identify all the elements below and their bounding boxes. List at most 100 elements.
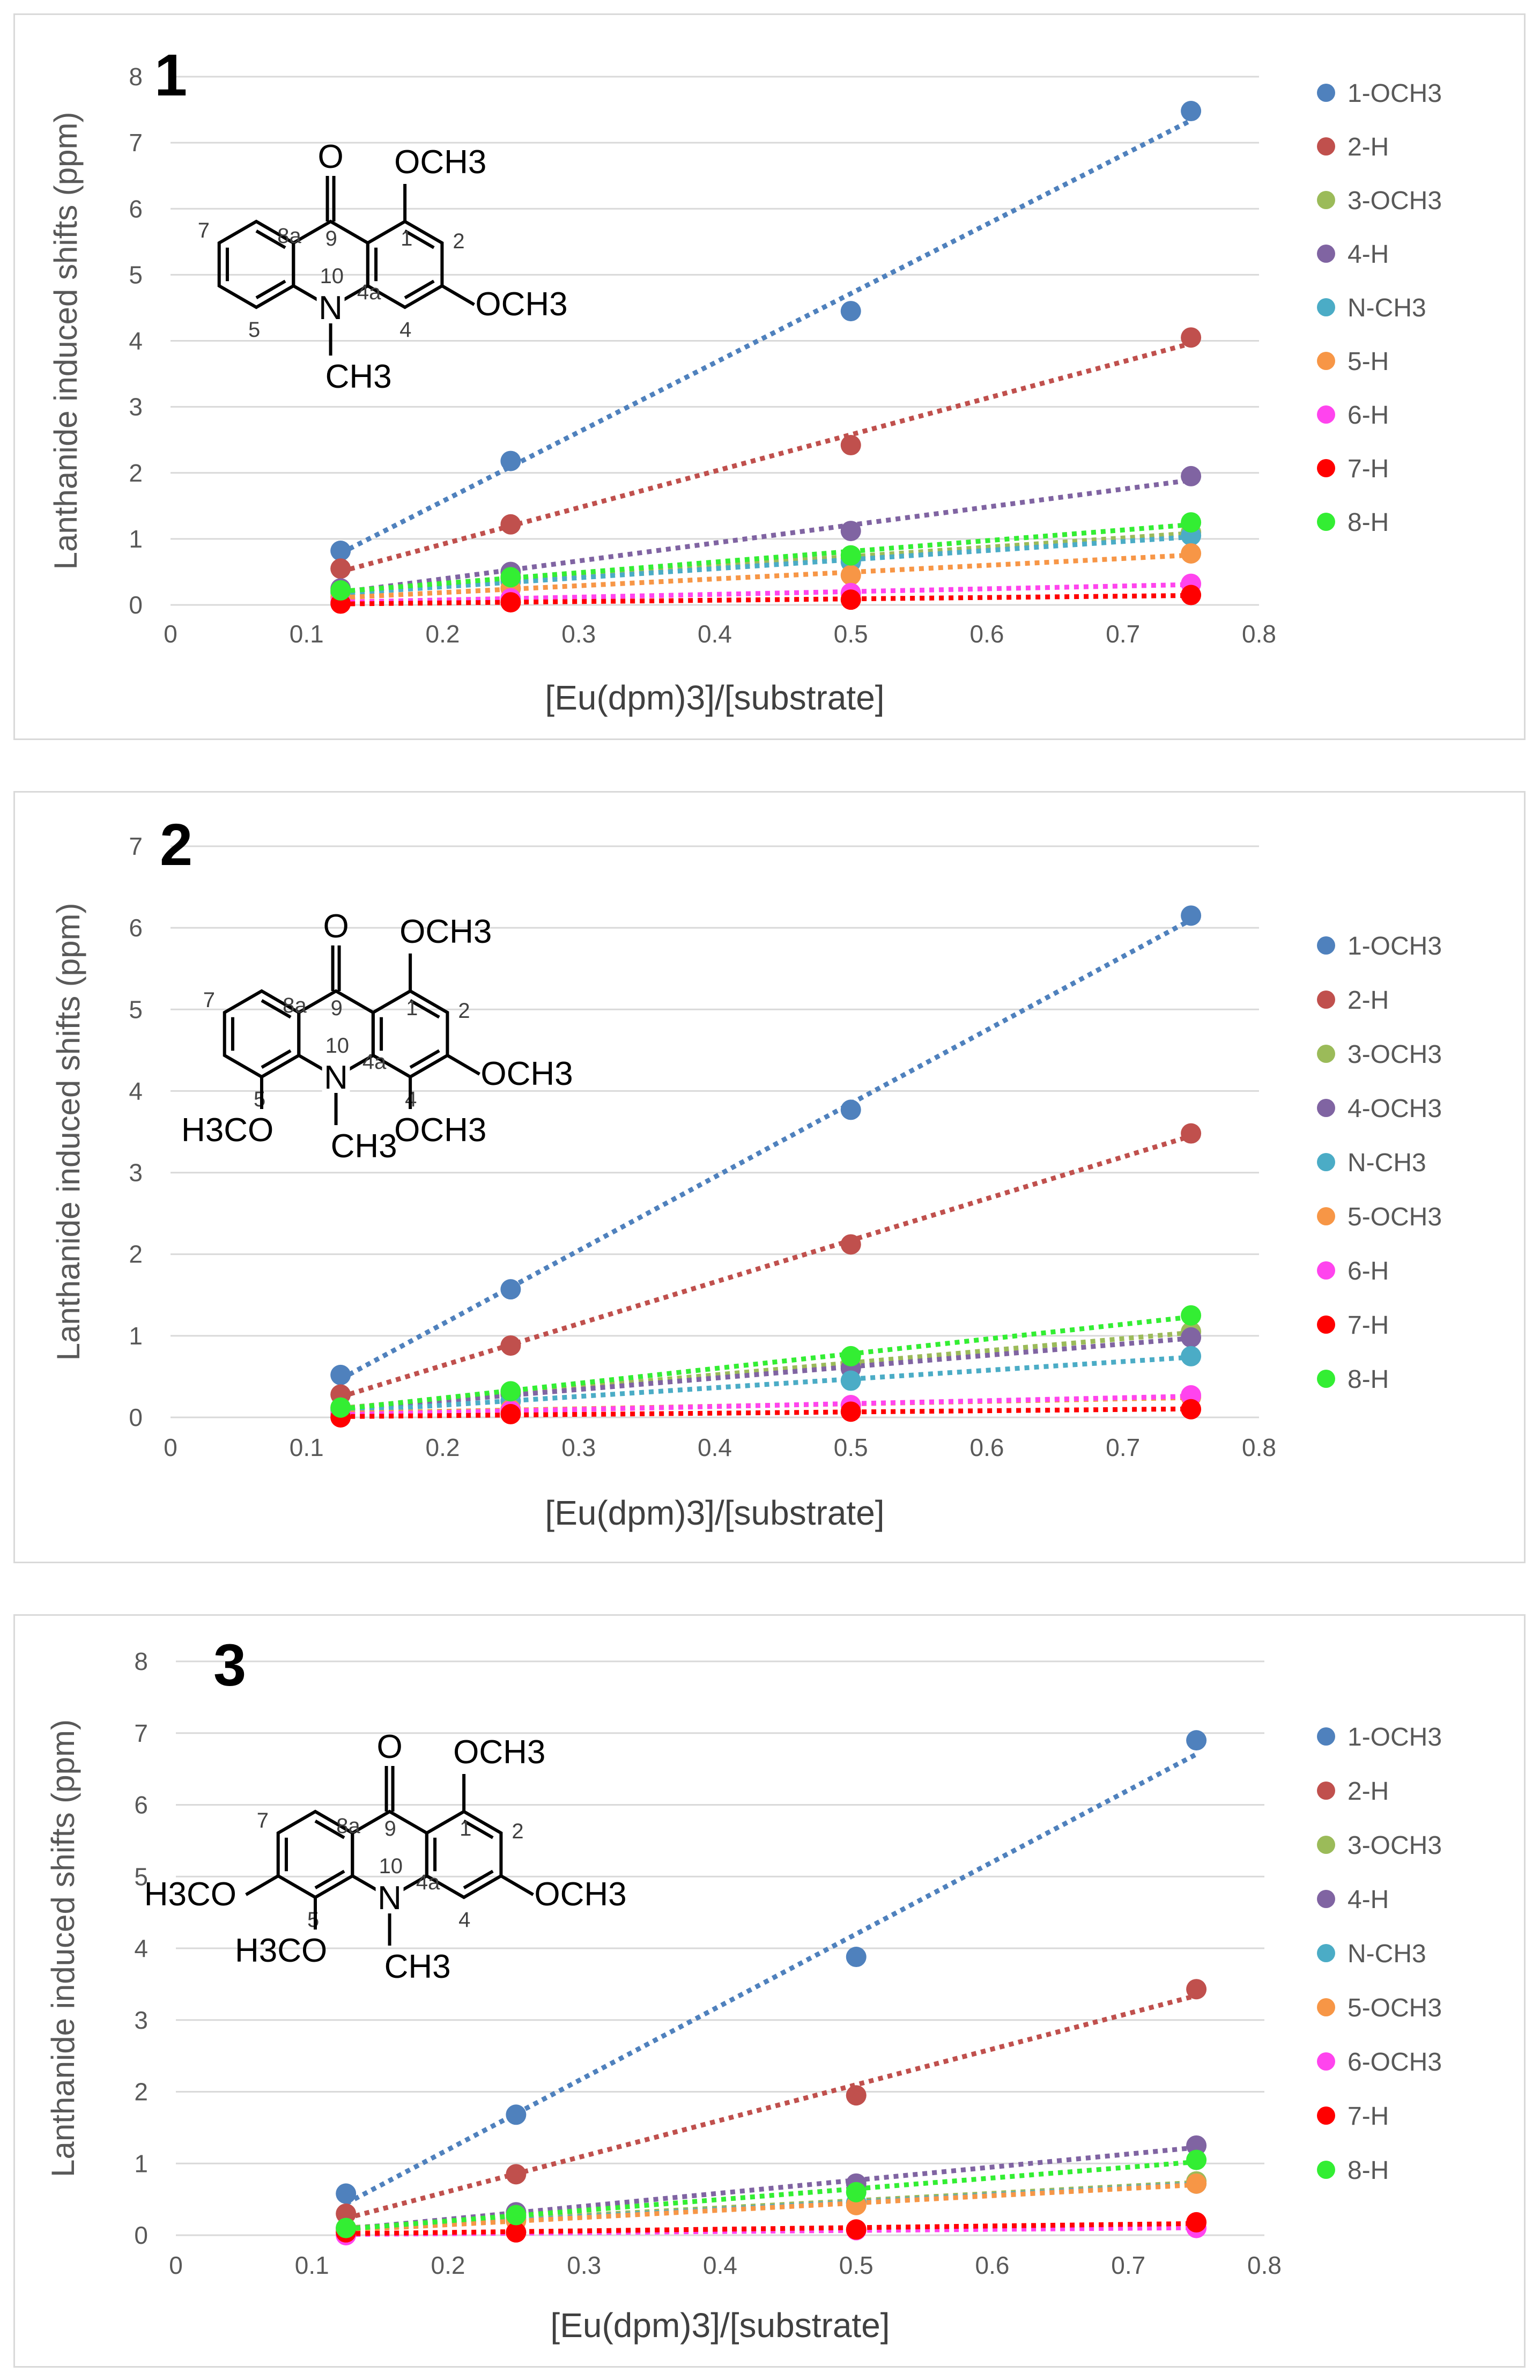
- trendline-4-H: [345, 2145, 1197, 2231]
- trendline-5-OCH3: [345, 2182, 1197, 2233]
- pos-2: 2: [458, 999, 470, 1023]
- data-point-7-H: [840, 589, 861, 610]
- c1-substituent: OCH3: [453, 1734, 545, 1771]
- trendline-1-OCH3: [339, 118, 1193, 556]
- data-point-2-H: [1186, 1979, 1207, 2000]
- y-axis-label: Lanthanide induced shifts (ppm): [50, 903, 86, 1361]
- data-point-7-H: [506, 2222, 527, 2243]
- x-tick-label: 0.6: [970, 620, 1004, 648]
- trendline-7-H: [346, 2221, 1197, 2236]
- pos-1: 1: [460, 1817, 471, 1841]
- y-tick-label: 1: [129, 1322, 143, 1350]
- pos-7: 7: [203, 988, 215, 1012]
- x-tick-label: 0.6: [970, 1433, 1004, 1461]
- trendline-8-H: [340, 522, 1191, 594]
- pos-4: 4: [399, 318, 411, 342]
- data-point-7-H: [840, 1401, 861, 1422]
- data-point-4-OCH3: [1181, 1327, 1202, 1348]
- pos-4: 4: [458, 1908, 470, 1932]
- legend-label: 8-H: [1348, 508, 1389, 537]
- data-point-2-H: [330, 558, 351, 579]
- x-tick-label: 0.5: [834, 1433, 868, 1461]
- c1-substituent: OCH3: [394, 144, 486, 181]
- x-tick-label: 0: [164, 620, 177, 648]
- compound-number: 1: [154, 42, 187, 108]
- x-axis-label: [Eu(dpm)3]/[substrate]: [545, 1494, 884, 1532]
- c3-bond: [500, 1874, 534, 1896]
- x-tick-label: 0.5: [839, 2251, 873, 2279]
- trendline-1-OCH3: [345, 1752, 1198, 2206]
- x-tick-label: 0.3: [567, 2251, 601, 2279]
- data-point-1-OCH3: [336, 2183, 357, 2204]
- x-tick-label: 0.2: [426, 620, 460, 648]
- y-tick-label: 2: [134, 2078, 148, 2106]
- double-bond: [409, 999, 440, 1019]
- y-tick-label: 2: [129, 1240, 143, 1268]
- legend-marker-N-CH3: [1317, 1153, 1335, 1171]
- legend-marker-7-H: [1317, 459, 1335, 477]
- x-tick-label: 0.8: [1242, 1433, 1276, 1461]
- c6-bond: [245, 1874, 279, 1896]
- y-tick-label: 4: [129, 1077, 143, 1105]
- trendline-6-H: [340, 582, 1191, 605]
- data-point-8-H: [506, 2205, 527, 2226]
- trendline-6-H: [340, 1394, 1191, 1417]
- y-tick-label: 8: [129, 63, 143, 91]
- legend-label: 2-H: [1348, 133, 1389, 161]
- y-tick-label: 0: [129, 1403, 143, 1431]
- data-point-1-OCH3: [1181, 905, 1202, 926]
- c5-substituent: H3CO: [181, 1112, 273, 1149]
- data-point-2-H: [846, 2085, 867, 2106]
- x-tick-label: 0.1: [295, 2251, 329, 2279]
- data-point-2-H: [1181, 327, 1202, 348]
- y-tick-label: 5: [129, 995, 143, 1023]
- data-point-2-H: [1181, 1123, 1202, 1144]
- c1-substituent: OCH3: [399, 913, 492, 950]
- x-tick-label: 0.4: [698, 1433, 732, 1461]
- legend-label: 8-H: [1348, 1365, 1389, 1394]
- y-tick-label: 3: [129, 1159, 143, 1187]
- x-tick-label: 0: [169, 2251, 183, 2279]
- trendline-7-H: [340, 1406, 1191, 1419]
- y-tick-label: 4: [134, 1934, 148, 1962]
- chart-svg-2: 0 1 2 3 4 5 6 7 0 0.1 0.2 0.3 0.4 0.5 0.6 0.7 0.8 Lanthan…: [50, 812, 1442, 1532]
- pos-4a: 4a: [416, 1871, 440, 1894]
- y-tick-label: 3: [129, 393, 143, 421]
- legend-marker-4-H: [1317, 1890, 1335, 1908]
- y-tick-label: 5: [129, 261, 143, 289]
- data-point-2-H: [840, 1234, 861, 1255]
- y-tick-label: 0: [134, 2221, 148, 2249]
- legend-label: 8-H: [1348, 2156, 1389, 2185]
- legend-marker-5-H: [1317, 352, 1335, 370]
- legend-marker-2-H: [1317, 137, 1335, 156]
- x-tick-label: 0.3: [561, 1433, 596, 1461]
- pos-7: 7: [198, 219, 210, 242]
- trendline-N-CH3: [340, 1355, 1191, 1414]
- pos-7: 7: [257, 1809, 269, 1832]
- pos-2: 2: [512, 1820, 523, 1843]
- data-point-7-H: [1181, 585, 1202, 605]
- data-point-8-H: [840, 1346, 861, 1366]
- data-point-1-OCH3: [330, 541, 351, 561]
- pos-8a: 8a: [283, 994, 307, 1017]
- data-point-7-H: [846, 2219, 867, 2240]
- y-tick-label: 8: [134, 1647, 148, 1675]
- data-point-1-OCH3: [506, 2104, 527, 2125]
- data-point-7-H: [1181, 1399, 1202, 1420]
- trendline-5-H: [340, 552, 1191, 600]
- legend-label: 7-H: [1348, 455, 1389, 483]
- y-tick-label: 4: [129, 327, 143, 355]
- n-mask: [375, 1881, 404, 1913]
- chart-svg-3: 0 1 2 3 4 5 6 7 8 0 0.1 0.2 0.3 0.4 0.5 0.6 0.7 0.8 Lantha…: [45, 1632, 1442, 2345]
- legend-label: N-CH3: [1348, 1149, 1426, 1177]
- c3-bond: [446, 1054, 480, 1076]
- legend-label: 5-H: [1348, 348, 1389, 376]
- legend-marker-8-H: [1317, 513, 1335, 531]
- legend-marker-3-OCH3: [1317, 191, 1335, 209]
- trendline-4-OCH3: [340, 1336, 1191, 1412]
- legend-label: 1-OCH3: [1348, 1723, 1442, 1751]
- molecule-structure: O N CH3 OCH3 OCH3 9 8a 1 2 10 4a 4 7 5 1: [154, 42, 568, 395]
- legend-marker-6-H: [1317, 405, 1335, 424]
